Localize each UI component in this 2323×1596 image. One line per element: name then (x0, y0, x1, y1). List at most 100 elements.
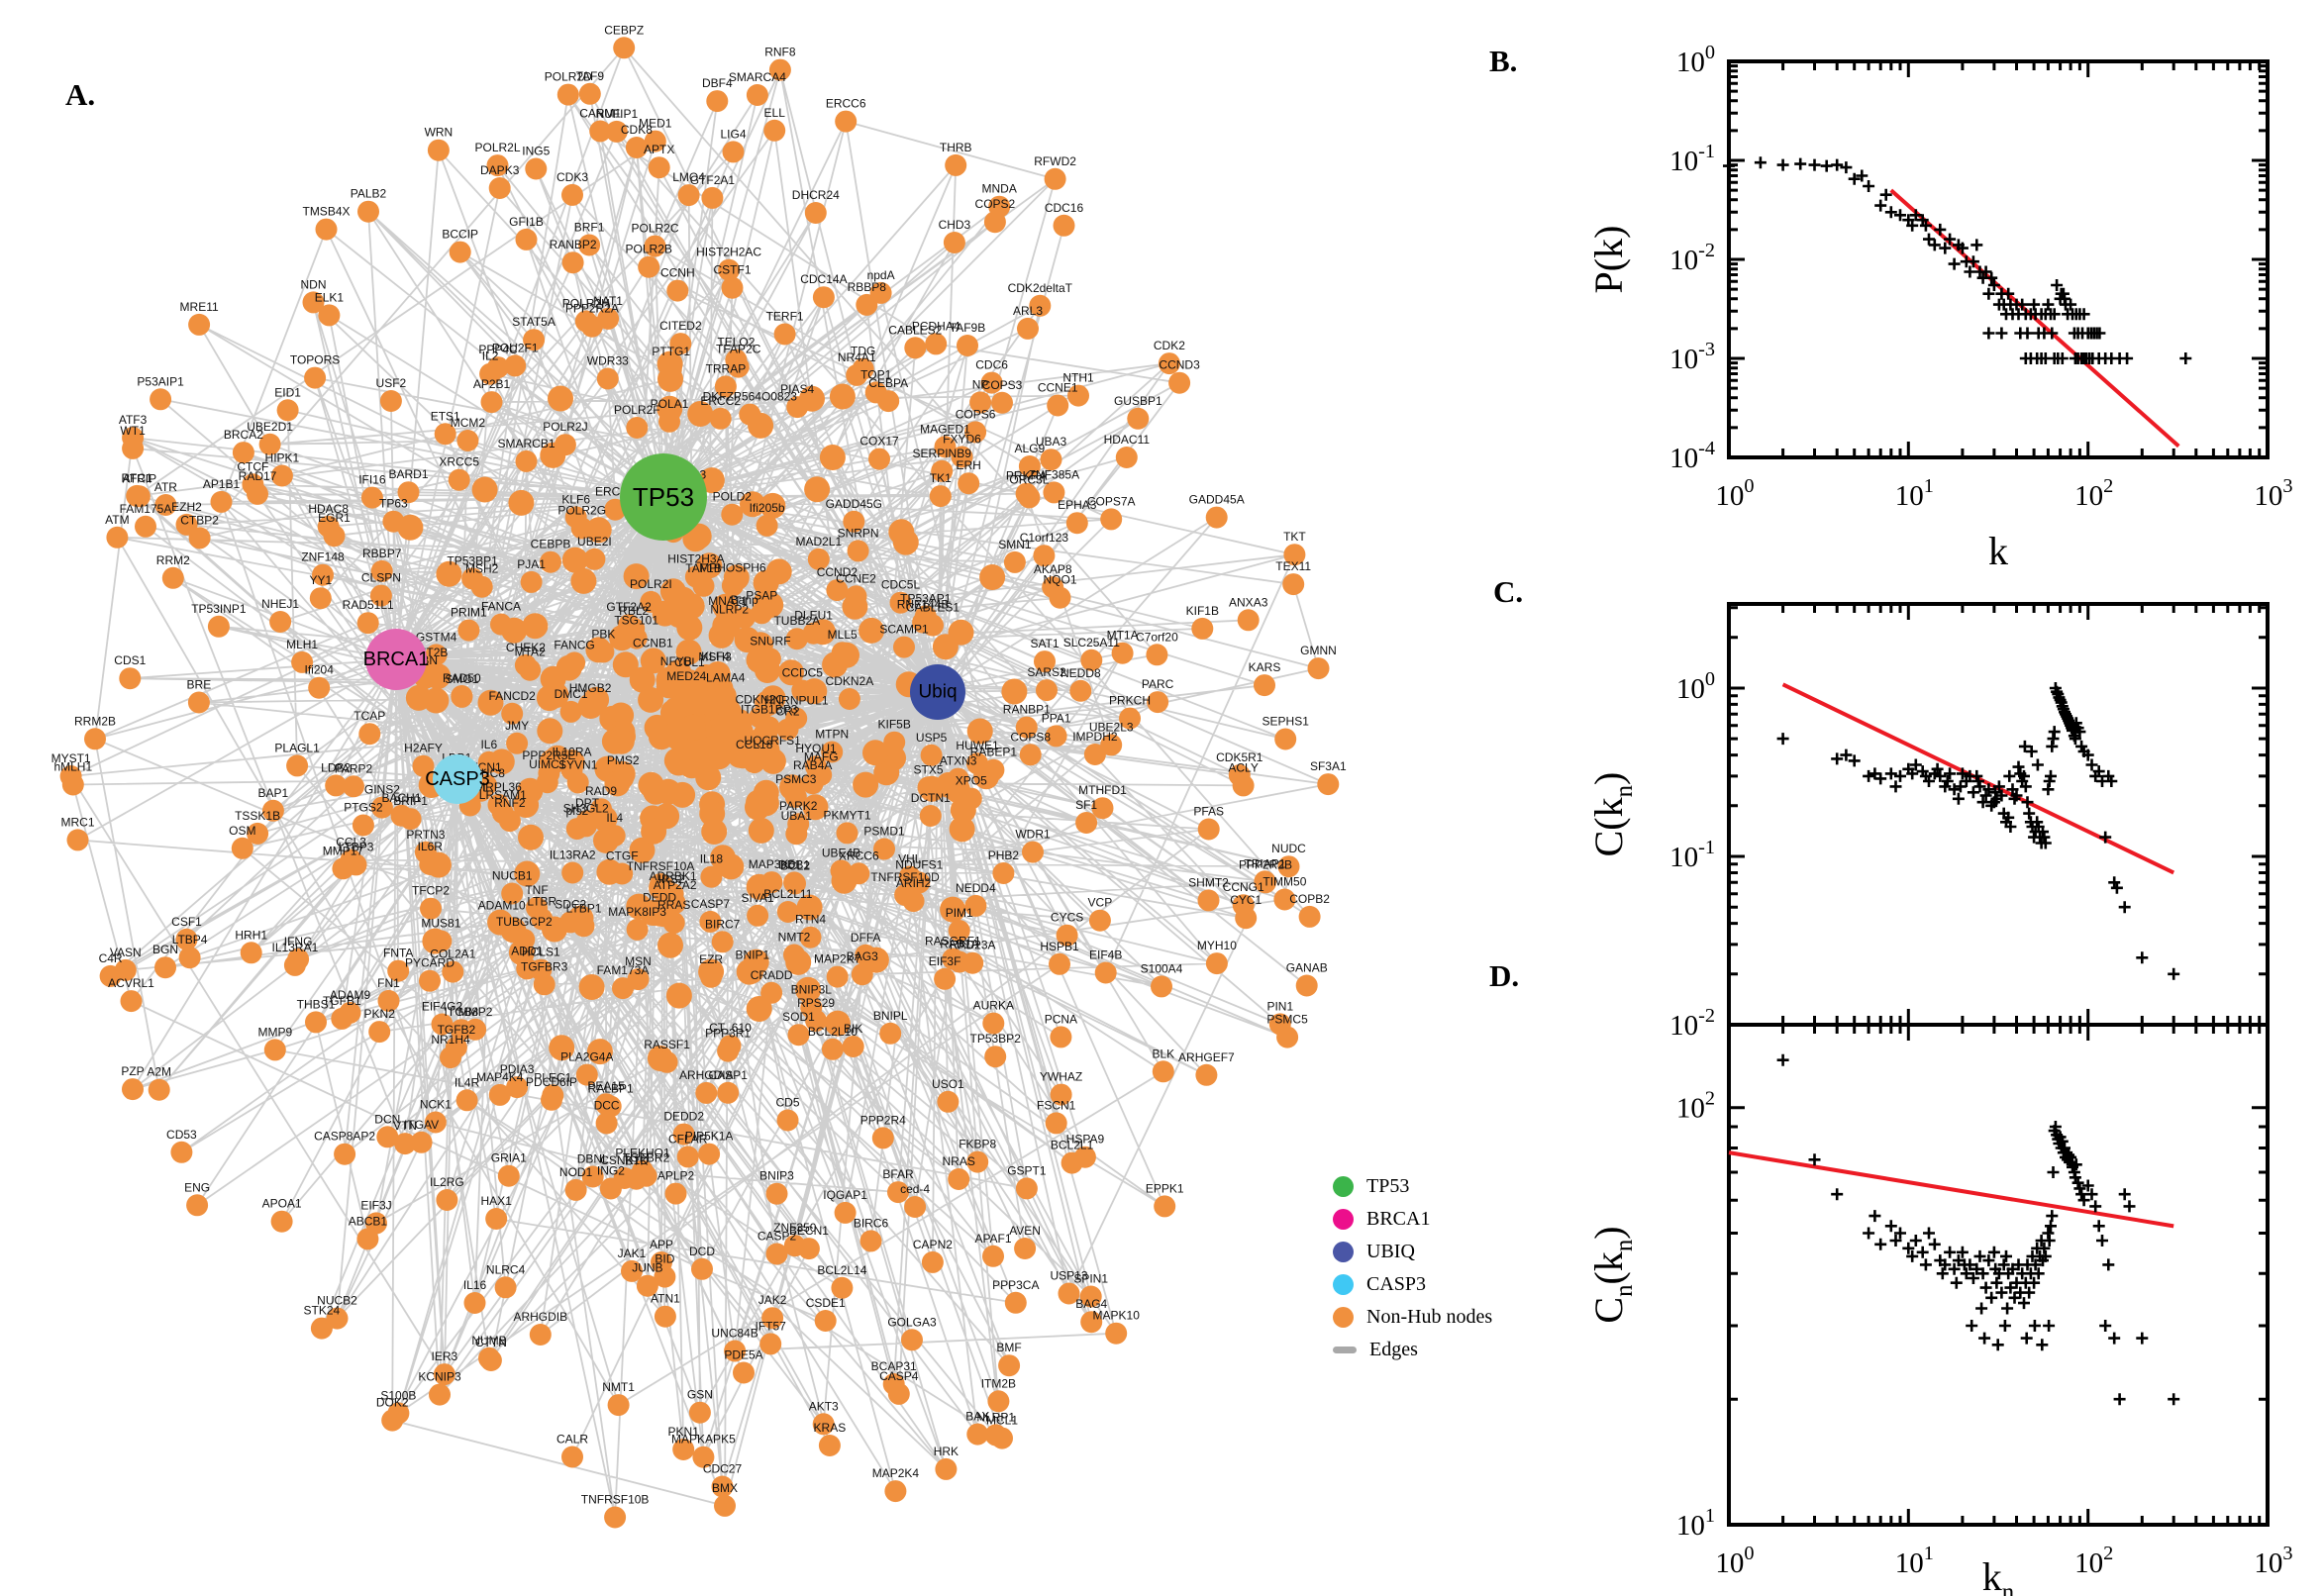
node-label: EPHA3 (1058, 498, 1097, 512)
node-label: MAPK10 (1093, 1309, 1141, 1323)
node-label: TAF9B (950, 321, 985, 335)
network-node (611, 862, 634, 885)
node-label: APP (650, 1238, 673, 1251)
node-label: APTX (644, 143, 674, 156)
node-label: TRRAP (706, 361, 747, 375)
network-node (603, 825, 626, 848)
node-label: DOK2 (376, 1396, 409, 1410)
network-node (1232, 894, 1255, 917)
node-label: pfs2 (565, 804, 588, 818)
node-label: HNRNPUL1 (764, 694, 829, 708)
network-node (719, 1035, 742, 1057)
node-label: S100A4 (1141, 961, 1183, 975)
node-label: PKN2 (364, 1007, 396, 1021)
node-label: hMLH1 (53, 760, 92, 774)
legend-item-casp3: CASP3 (1333, 1268, 1492, 1301)
node-label: MAP2K4 (872, 1466, 920, 1480)
node-label: RBL2 (619, 604, 649, 618)
node-label: CT_610 (709, 1021, 752, 1035)
node-label: ADRBK1 (649, 869, 696, 883)
node-label: GRIA1 (491, 1151, 527, 1165)
network-node (1033, 545, 1056, 567)
node-label: PZP (121, 1064, 144, 1078)
panel-c-label: C. (1493, 574, 1524, 609)
node-label: BIK (844, 1022, 862, 1036)
network-node (1307, 657, 1330, 680)
network-node (478, 1347, 500, 1369)
network-node (807, 548, 830, 570)
network-node (721, 276, 744, 299)
node-label: POU2F1 (492, 341, 539, 354)
node-label: CASP7 (691, 897, 731, 911)
node-label: YWHAZ (1040, 1070, 1082, 1084)
node-label: BAX (965, 1410, 989, 1424)
network-node (556, 83, 579, 106)
network-node (583, 548, 606, 570)
network-node (559, 700, 582, 723)
network-node (575, 1063, 598, 1086)
node-label: CCNE2 (836, 571, 876, 585)
node-label: PKMYT1 (823, 808, 870, 822)
node-label: MLL5 (828, 628, 858, 642)
network-node (410, 1131, 433, 1153)
network-node (618, 614, 641, 637)
node-label: NLRP1 (976, 1410, 1015, 1424)
network-node (449, 241, 471, 263)
network-node (1147, 691, 1169, 714)
network-node (1015, 716, 1038, 739)
network-node (864, 381, 887, 404)
network-node (1080, 648, 1103, 671)
network-node (561, 251, 584, 274)
node-label: CAPN2 (913, 1238, 953, 1251)
network-node (120, 990, 143, 1013)
node-label: IRS2 (658, 872, 685, 886)
network-node (310, 1317, 333, 1340)
network-node (684, 565, 707, 588)
network-node (636, 1274, 658, 1297)
node-label: MYH10 (1197, 939, 1237, 952)
network-node (718, 258, 741, 281)
node-label: PFAS (1193, 805, 1224, 819)
network-node (711, 1475, 734, 1498)
node-label: PIP5K1A (685, 1130, 734, 1144)
node-label: PJA1 (517, 557, 546, 571)
network-node (477, 750, 500, 773)
node-label: PMS2 (607, 753, 640, 767)
node-label: UBA3 (1036, 435, 1067, 449)
node-label: CR2 (775, 705, 799, 719)
node-label: CASP8AP2 (314, 1130, 375, 1144)
node-label: PLA2G4A (560, 1050, 613, 1064)
network-node (1274, 728, 1297, 750)
network-node (540, 550, 561, 573)
network-node (1205, 506, 1228, 529)
node-label: C4R (99, 951, 123, 965)
svg-text:102: 102 (1676, 1088, 1715, 1125)
network-node (531, 908, 554, 931)
node-label: USP13 (1050, 1269, 1087, 1283)
network-node (560, 758, 583, 781)
node-label: CCNE1 (1038, 381, 1078, 395)
node-label: HIST2H3A (667, 552, 724, 566)
node-label: WDR33 (587, 354, 629, 368)
network-node (312, 563, 334, 586)
node-label: NLRC4 (486, 1262, 526, 1276)
network-node (871, 1127, 894, 1149)
node-label: HCLS1 (522, 946, 560, 959)
node-label: LTBR (527, 894, 556, 908)
node-label: TOP1 (860, 367, 891, 381)
network-node (1017, 317, 1039, 340)
network-node (1015, 1177, 1038, 1200)
network-node (691, 1257, 713, 1280)
node-label: LTBP1 (566, 901, 602, 915)
network-node (929, 485, 952, 508)
network-node (718, 616, 741, 639)
node-label: NP (972, 377, 989, 391)
node-label: UBE2D1 (247, 420, 293, 434)
node-label: RBBP8 (848, 280, 887, 294)
network-node (570, 517, 593, 540)
network-node (554, 434, 576, 456)
node-label: GOLGA3 (887, 1315, 937, 1329)
node-label: TSG101 (614, 614, 658, 628)
